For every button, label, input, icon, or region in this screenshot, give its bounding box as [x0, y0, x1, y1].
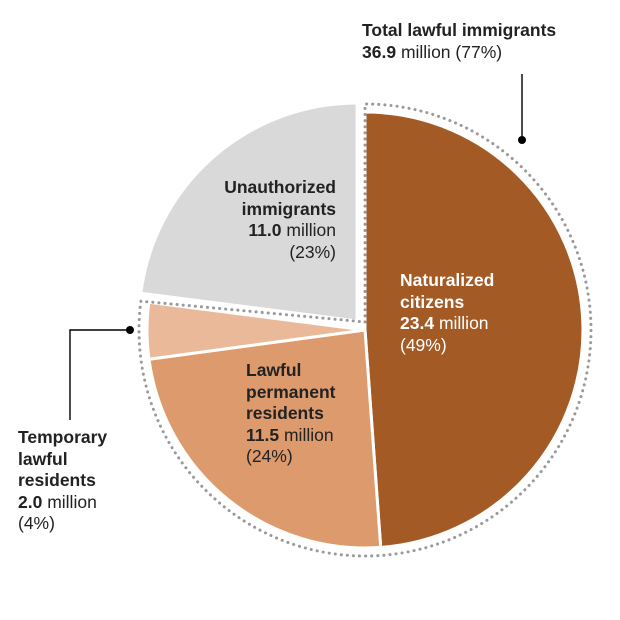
lpr-label: Lawful permanent residents 11.5 million … — [246, 360, 335, 468]
lpr-name-line2: permanent — [246, 381, 336, 402]
lpr-name-line3: residents — [246, 403, 324, 423]
temporary-name-line1: Temporary — [18, 427, 108, 447]
temporary-leader-line — [69, 329, 128, 420]
total-lawful-value: 36.9 — [362, 41, 397, 62]
temporary-percent: (4%) — [18, 513, 55, 533]
lpr-unit: million — [283, 424, 334, 445]
unauthorized-name-line1: Unauthorized — [224, 177, 336, 197]
temporary-name-line2: lawful — [18, 448, 68, 469]
total-lawful-name: Total lawful immigrants — [362, 20, 557, 40]
naturalized-unit: million — [438, 313, 489, 333]
lpr-value: 11.5 — [246, 424, 280, 445]
lpr-percent: (24%) — [246, 446, 293, 466]
total-lawful-label: Total lawful immigrants 36.9 million (77… — [362, 20, 556, 63]
pie-slice-naturalized — [363, 110, 585, 549]
total-lawful-leader-dot — [518, 136, 526, 144]
temporary-unit: million — [47, 491, 97, 512]
unauthorized-name-line2: immigrants — [241, 198, 336, 219]
unauthorized-label: Unauthorized immigrants 11.0 million (23… — [170, 177, 336, 263]
pie-slice-lpr — [147, 328, 383, 550]
lawful-group-dotted-outline — [137, 102, 593, 558]
naturalized-value: 23.4 — [400, 313, 435, 333]
temporary-leader-dot — [126, 326, 134, 334]
naturalized-label: Naturalized citizens 23.4 million (49%) — [400, 270, 494, 356]
callout-leaders — [69, 74, 526, 420]
unauthorized-percent: (23%) — [289, 241, 336, 262]
unauthorized-value: 11.0 — [248, 220, 282, 240]
lpr-name-line1: Lawful — [246, 360, 302, 380]
pie-slices — [139, 101, 585, 550]
total-lawful-unit: million — [400, 41, 451, 62]
temporary-name-line3: residents — [18, 470, 96, 490]
temporary-value: 2.0 — [18, 491, 43, 512]
pie-slice-temporary — [145, 300, 367, 361]
naturalized-percent: (49%) — [400, 334, 447, 355]
total-lawful-percent: (77%) — [455, 41, 503, 62]
naturalized-name-line2: citizens — [400, 291, 465, 312]
temporary-label: Temporary lawful residents 2.0 million (… — [18, 427, 107, 535]
pie-slice-unauthorized — [139, 101, 359, 323]
naturalized-name-line1: Naturalized — [400, 270, 495, 290]
unauthorized-unit: million — [286, 220, 336, 240]
